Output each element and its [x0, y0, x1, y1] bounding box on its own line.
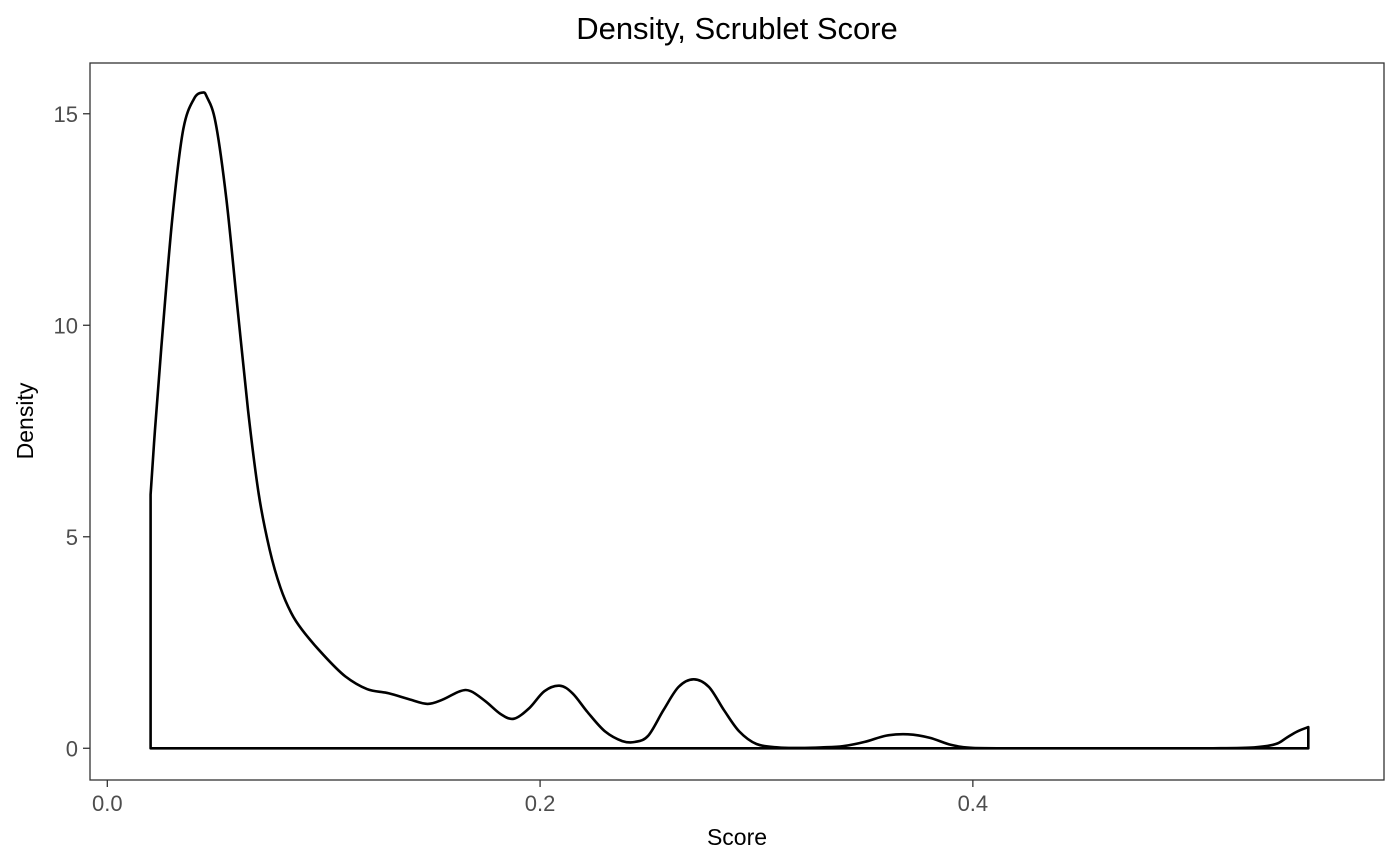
x-axis-title: Score	[707, 824, 767, 850]
x-tick-label: 0.2	[525, 791, 556, 816]
x-tick-label: 0.0	[92, 791, 123, 816]
chart-title: Density, Scrublet Score	[576, 11, 898, 46]
y-tick-label: 0	[66, 736, 78, 761]
y-axis-title: Density	[12, 382, 38, 459]
plot-panel-border	[89, 62, 1385, 781]
y-axis: 0 5 10 15	[54, 102, 90, 761]
y-tick-label: 15	[54, 102, 78, 127]
y-tick-label: 10	[54, 313, 78, 338]
density-curve	[149, 91, 1310, 750]
y-tick-label: 5	[66, 525, 78, 550]
x-axis: 0.0 0.2 0.4	[92, 780, 988, 816]
x-tick-label: 0.4	[958, 791, 989, 816]
